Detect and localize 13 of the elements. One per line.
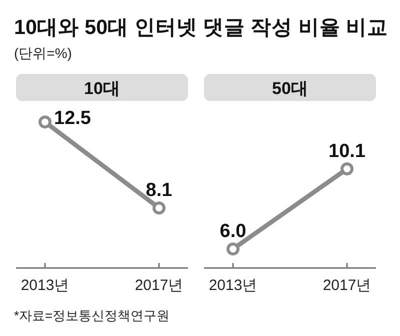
x-tick-label: 2013년 xyxy=(20,277,70,294)
chart-title: 10대 xyxy=(84,79,120,98)
data-label: 8.1 xyxy=(146,180,173,201)
x-tick-label: 2017년 xyxy=(322,277,372,294)
x-tick-label: 2013년 xyxy=(208,277,258,294)
data-label: 10.1 xyxy=(328,140,366,162)
chart-title: 50대 xyxy=(272,79,308,98)
data-label: 6.0 xyxy=(220,221,246,242)
data-label: 12.5 xyxy=(54,108,92,129)
text: (단위=%) xyxy=(14,45,72,61)
x-tick-label: 2017년 xyxy=(134,277,184,294)
text: 10대와 50대 인터넷 댓글 작성 비율 비교 xyxy=(14,16,388,39)
text: *자료=정보통신정책연구원 xyxy=(14,308,170,323)
